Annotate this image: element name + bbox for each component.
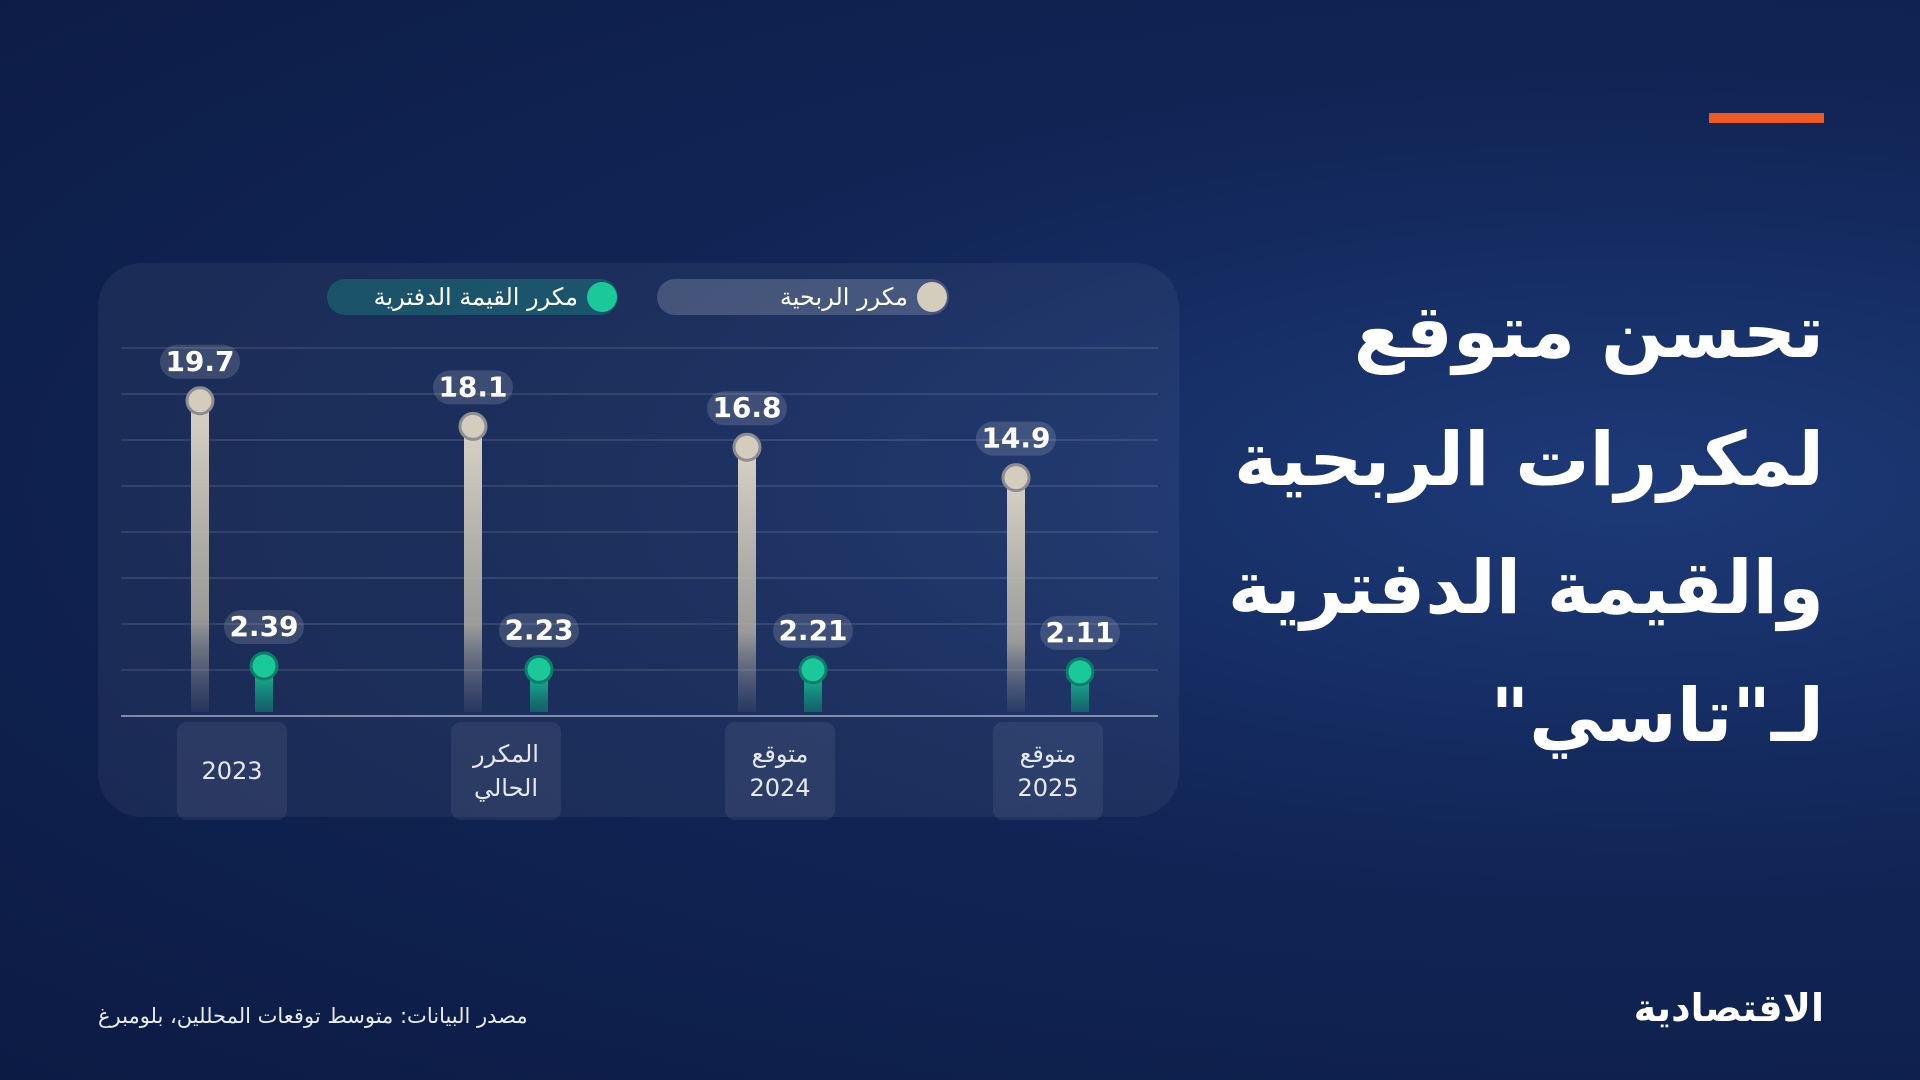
value-label: 2.39 <box>229 610 298 643</box>
stem <box>191 400 209 712</box>
value-label-bg <box>224 610 304 645</box>
marker <box>1001 463 1031 493</box>
x-tick-label: متوقع 2024 <box>725 722 835 820</box>
legend-pill <box>657 279 949 315</box>
value-label-bg <box>433 370 513 405</box>
marker <box>1065 657 1095 687</box>
value-label-bg <box>499 613 579 648</box>
value-label-bg <box>707 391 787 426</box>
legend-swatch <box>587 282 617 312</box>
value-label: 14.9 <box>981 422 1050 455</box>
value-label: 2.21 <box>778 614 847 647</box>
value-label: 19.7 <box>165 345 234 378</box>
x-tick-label: متوقع 2025 <box>993 722 1103 820</box>
marker <box>732 432 762 462</box>
marker <box>458 411 488 441</box>
value-label-bg <box>976 421 1056 456</box>
value-label-bg <box>1040 615 1120 650</box>
legend-swatch <box>917 282 947 312</box>
value-label: 18.1 <box>438 370 507 403</box>
marker <box>524 654 554 684</box>
stem <box>1007 477 1025 712</box>
logo: الاقتصادية <box>1633 986 1824 1030</box>
value-label: 2.23 <box>504 613 573 646</box>
accent-bar <box>1709 113 1824 123</box>
legend-label: مكرر الربحية <box>780 283 908 311</box>
marker <box>185 386 215 416</box>
marker <box>249 651 279 681</box>
legend-pill <box>327 279 618 315</box>
value-label: 16.8 <box>712 391 781 424</box>
value-label-bg <box>160 344 240 379</box>
source-note: مصدر البيانات: متوسط توقعات المحللين، بل… <box>98 1004 528 1028</box>
value-label-bg <box>773 613 853 648</box>
legend-label: مكرر القيمة الدفترية <box>374 283 578 311</box>
stem <box>464 426 482 712</box>
chart-panel <box>98 263 1179 817</box>
title: تحسن متوقع لمكررات الربحية والقيمة الدفت… <box>1227 289 1824 759</box>
stem <box>738 447 756 712</box>
value-label: 2.11 <box>1045 616 1114 649</box>
x-tick-label: 2023 <box>177 722 287 820</box>
x-tick-label: المكرر الحالي <box>451 722 561 820</box>
marker <box>798 655 828 685</box>
